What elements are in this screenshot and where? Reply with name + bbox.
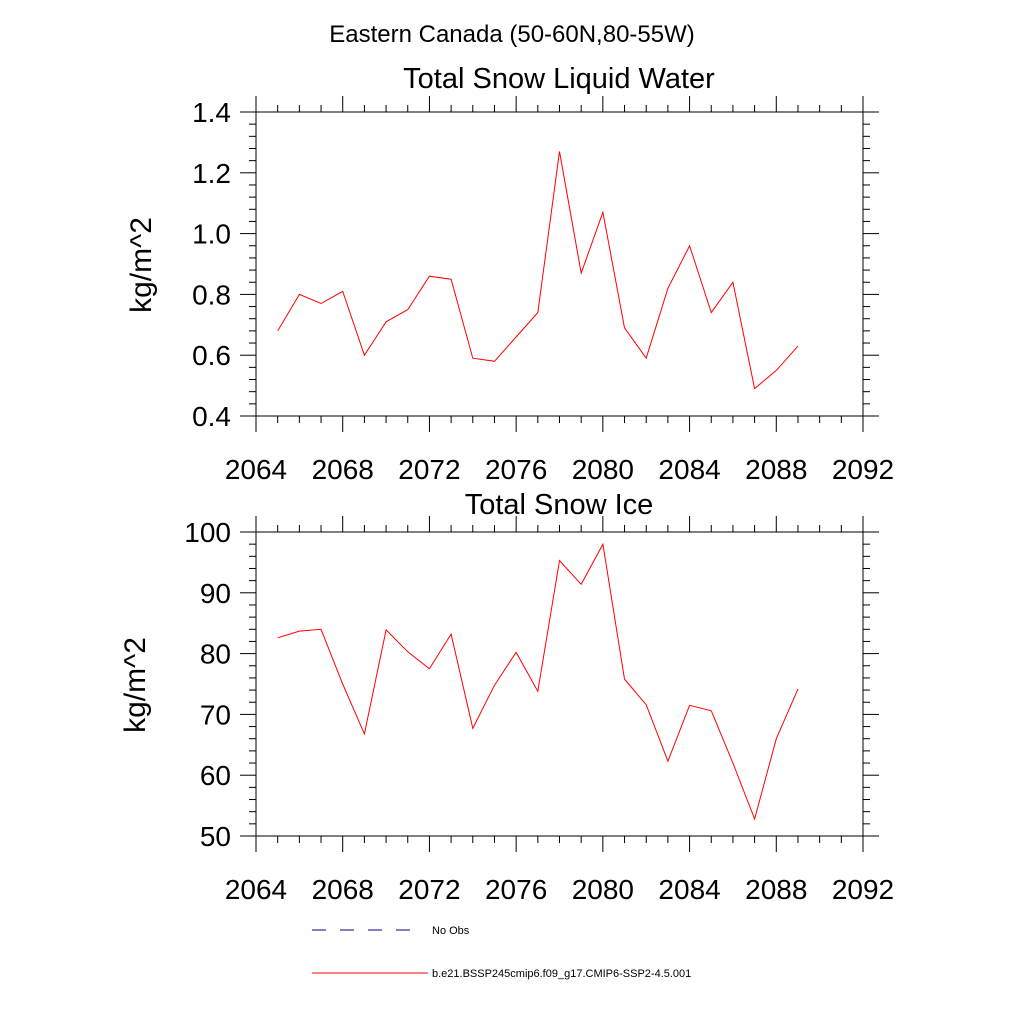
- y-tick-label: 80: [200, 639, 231, 670]
- x-tick-label: 2084: [658, 874, 720, 905]
- y-axis-label: kg/m^2: [125, 217, 158, 313]
- plot-frame: [255, 531, 864, 837]
- series-line: [277, 151, 799, 390]
- legend-label-no-obs: No Obs: [432, 925, 470, 937]
- x-tick-label: 2072: [398, 874, 460, 905]
- series-layer: [277, 542, 799, 821]
- x-tick-label: 2092: [832, 874, 894, 905]
- x-tick-label: 2068: [312, 874, 374, 905]
- x-tick-label: 2064: [225, 874, 287, 905]
- x-tick-label: 2076: [485, 874, 547, 905]
- series-layer: [277, 151, 799, 390]
- y-tick-label: 60: [200, 760, 231, 791]
- x-tick-label: 2076: [485, 454, 547, 485]
- legend-label-model: b.e21.BSSP245cmip6.f09_g17.CMIP6-SSP2-4.…: [432, 968, 691, 980]
- y-tick-label: 100: [184, 517, 231, 548]
- x-tick-label: 2080: [572, 454, 634, 485]
- x-tick-label: 2072: [398, 454, 460, 485]
- tick-labels: 2064 2068 2072 2076 2080 2084 2088 2092 50 60 70 80…: [184, 517, 894, 905]
- plot-frame: [255, 111, 864, 417]
- series-line: [277, 542, 799, 821]
- x-tick-label: 2084: [658, 454, 720, 485]
- figure-title: Eastern Canada (50-60N,80-55W): [329, 21, 695, 48]
- x-tick-label: 2068: [312, 454, 374, 485]
- panel-snow-liquid-water: Total Snow Liquid Water kg/m^2 2064 2068 2…: [125, 63, 894, 485]
- y-tick-label: 70: [200, 699, 231, 730]
- panel-title: Total Snow Ice: [465, 489, 654, 521]
- y-tick-label: 0.8: [192, 279, 231, 310]
- legend: No Obs b.e21.BSSP245cmip6.f09_g17.CMIP6-…: [312, 925, 691, 980]
- tick-labels: 2064 2068 2072 2076 2080 2084 2088 2092 0.4 0.6 0.…: [192, 97, 894, 485]
- x-tick-label: 2092: [832, 454, 894, 485]
- x-tick-label: 2088: [745, 454, 807, 485]
- y-tick-label: 1.0: [192, 219, 231, 250]
- y-tick-label: 1.4: [192, 97, 231, 128]
- panel-title: Total Snow Liquid Water: [403, 63, 715, 95]
- y-tick-label: 50: [200, 821, 231, 852]
- y-tick-label: 0.4: [192, 401, 231, 432]
- y-tick-label: 1.2: [192, 158, 231, 189]
- x-tick-label: 2080: [572, 874, 634, 905]
- axis-ticks: [240, 96, 879, 432]
- axis-ticks: [240, 516, 879, 852]
- x-tick-label: 2088: [745, 874, 807, 905]
- y-tick-label: 90: [200, 578, 231, 609]
- x-tick-label: 2064: [225, 454, 287, 485]
- panel-snow-ice: Total Snow Ice kg/m^2 2064 2068 2072 2076 20…: [119, 489, 894, 905]
- y-tick-label: 0.6: [192, 340, 231, 371]
- y-axis-label: kg/m^2: [119, 637, 152, 733]
